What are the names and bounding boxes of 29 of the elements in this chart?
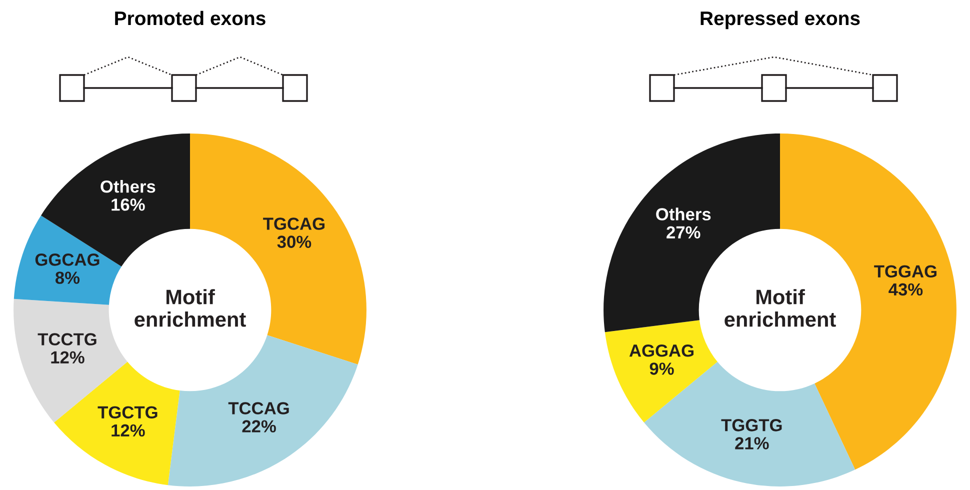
data-label: 12% <box>51 351 84 364</box>
donut-slice <box>14 215 122 305</box>
slice-label: Others <box>656 208 711 220</box>
slice-label: AGGAG <box>629 344 694 357</box>
data-label: 22% <box>242 420 276 432</box>
chart-title: Repressed exons <box>700 10 860 30</box>
data-label: 30% <box>277 236 312 248</box>
data-label: 21% <box>735 437 769 450</box>
data-label: 8% <box>55 272 80 284</box>
donut-slice <box>54 362 180 486</box>
slice-label: TGGAG <box>874 265 936 278</box>
text: Motif enrichment <box>134 289 246 327</box>
data-label: 43% <box>888 283 923 296</box>
slice-label: TGCTG <box>98 406 158 419</box>
slice-label: Others <box>100 180 156 193</box>
data-label: 16% <box>112 198 145 211</box>
data-label: 12% <box>112 424 145 437</box>
donut-slice <box>604 320 718 422</box>
donut-slice <box>168 335 358 486</box>
donut-slice <box>644 362 856 486</box>
chart-title: Promoted exons <box>115 10 266 26</box>
slice-label: TGCAG <box>263 218 324 230</box>
text: Motif enrichment <box>724 289 836 327</box>
slice-label: TGGTG <box>721 419 782 432</box>
data-label: 9% <box>650 362 674 375</box>
data-label: 27% <box>666 226 700 238</box>
slice-label: TCCTG <box>38 333 96 346</box>
slice-label: GGCAG <box>35 254 100 266</box>
slice-label: TCCAG <box>228 402 289 414</box>
